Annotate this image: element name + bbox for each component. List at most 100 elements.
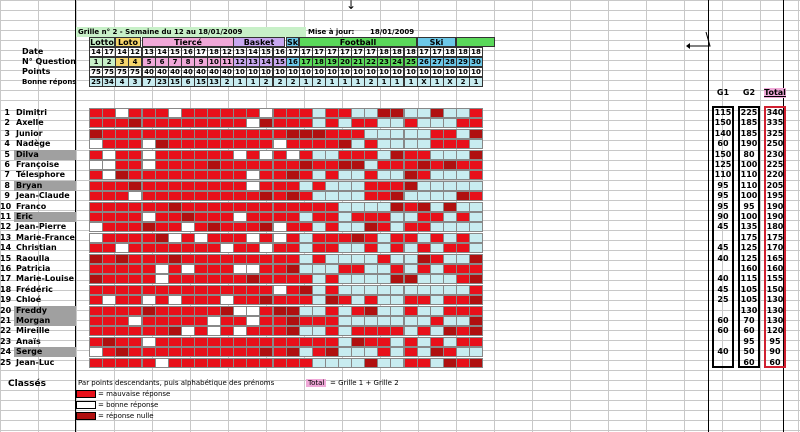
- answer-cell: [102, 202, 116, 212]
- answer-cell: [207, 337, 221, 347]
- player-rank: 25: [0, 358, 12, 367]
- good-answer-cell: 1: [338, 77, 352, 87]
- good-answer-cell: 1: [469, 77, 483, 87]
- answer-cell: [404, 274, 418, 284]
- answer-cell: [194, 150, 208, 160]
- total-header: Total: [764, 88, 786, 98]
- answer-cell: [377, 254, 391, 264]
- player-g1: 110: [714, 170, 732, 179]
- player-total: 90: [769, 347, 781, 356]
- category-header-1: Loto: [115, 37, 141, 47]
- answer-cell: [338, 150, 352, 160]
- answer-cell: [312, 129, 326, 139]
- answer-cell: [390, 181, 404, 191]
- answer-cell: [246, 212, 260, 222]
- answer-cell: [456, 316, 470, 326]
- answer-cell: [325, 181, 339, 191]
- answer-cell: [102, 160, 116, 170]
- points-cell: 10: [338, 67, 352, 77]
- answer-cell: [456, 160, 470, 170]
- answer-cell: [351, 316, 365, 326]
- answer-cell: [207, 212, 221, 222]
- answer-cell: [299, 212, 313, 222]
- answer-cell: [181, 212, 195, 222]
- answer-cell: [155, 316, 169, 326]
- answer-cell: [443, 150, 457, 160]
- answer-cell: [338, 118, 352, 128]
- answer-cell: [404, 202, 418, 212]
- answer-cell: [364, 316, 378, 326]
- question-cell: 26: [417, 57, 431, 67]
- good-answer-cell: 2: [312, 77, 326, 87]
- points-cell: 40: [207, 67, 221, 77]
- answer-cell: [102, 108, 116, 118]
- answer-cell: [299, 108, 313, 118]
- answer-cell: [246, 139, 260, 149]
- answer-cell: [338, 139, 352, 149]
- answer-cell: [469, 306, 483, 316]
- answer-cell: [181, 274, 195, 284]
- answer-cell: [443, 233, 457, 243]
- date-cell: 18: [377, 47, 391, 57]
- answer-cell: [456, 306, 470, 316]
- answer-cell: [456, 129, 470, 139]
- answer-cell: [89, 326, 103, 336]
- answer-cell: [351, 212, 365, 222]
- answer-cell: [286, 181, 300, 191]
- answer-cell: [338, 181, 352, 191]
- player-rank: 11: [0, 212, 12, 221]
- points-cell: 10: [351, 67, 365, 77]
- date-cell: 17: [286, 47, 300, 57]
- answer-cell: [404, 316, 418, 326]
- answer-cell: [364, 233, 378, 243]
- answer-cell: [456, 233, 470, 243]
- answer-cell: [469, 326, 483, 336]
- player-g1: 115: [714, 108, 732, 117]
- player-g2: 105: [740, 295, 758, 304]
- answer-cell: [338, 316, 352, 326]
- answer-cell: [220, 191, 234, 201]
- category-header-0: Lotto: [89, 37, 115, 47]
- points-cell: 10: [404, 67, 418, 77]
- answer-cell: [390, 347, 404, 357]
- answer-cell: [338, 337, 352, 347]
- answer-cell: [443, 337, 457, 347]
- answer-cell: [168, 306, 182, 316]
- answer-cell: [233, 254, 247, 264]
- answer-cell: [168, 254, 182, 264]
- answer-cell: [299, 254, 313, 264]
- answer-cell: [233, 150, 247, 160]
- answer-cell: [259, 191, 273, 201]
- answer-cell: [207, 108, 221, 118]
- answer-cell: [207, 274, 221, 284]
- answer-cell: [273, 233, 287, 243]
- answer-cell: [443, 202, 457, 212]
- answer-cell: [325, 274, 339, 284]
- answer-cell: [194, 358, 208, 368]
- question-cell: 24: [390, 57, 404, 67]
- points-cell: 75: [89, 67, 103, 77]
- answer-cell: [273, 254, 287, 264]
- answer-cell: [89, 150, 103, 160]
- answer-cell: [377, 129, 391, 139]
- answer-cell: [286, 254, 300, 264]
- answer-cell: [233, 285, 247, 295]
- answer-cell: [443, 358, 457, 368]
- legend-swatch: [76, 412, 96, 420]
- answer-cell: [89, 118, 103, 128]
- answer-cell: [220, 295, 234, 305]
- answer-cell: [102, 233, 116, 243]
- answer-cell: [364, 129, 378, 139]
- player-g2: 60: [743, 358, 755, 367]
- answer-cell: [246, 170, 260, 180]
- answer-cell: [273, 202, 287, 212]
- answer-cell: [233, 202, 247, 212]
- answer-cell: [469, 316, 483, 326]
- answer-cell: [312, 358, 326, 368]
- answer-cell: [233, 181, 247, 191]
- answer-cell: [142, 243, 156, 253]
- answer-cell: [168, 326, 182, 336]
- points-cell: 10: [430, 67, 444, 77]
- date-cell: 18: [404, 47, 418, 57]
- answer-cell: [155, 150, 169, 160]
